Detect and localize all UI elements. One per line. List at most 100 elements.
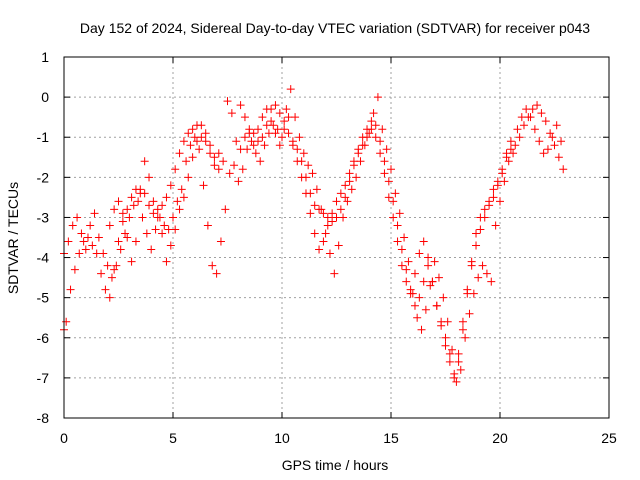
data-point-marker: [171, 225, 180, 234]
data-point-marker: [116, 245, 125, 254]
data-point-marker: [369, 109, 378, 118]
data-point-marker: [489, 185, 498, 194]
data-point-marker: [472, 229, 481, 238]
data-point-marker: [371, 121, 380, 130]
data-point-marker: [526, 113, 535, 122]
data-point-marker: [256, 157, 265, 166]
data-point-marker: [391, 189, 400, 198]
data-point-marker: [208, 261, 217, 270]
data-point-marker: [430, 257, 439, 266]
data-point-marker: [482, 269, 491, 278]
data-point-marker: [210, 153, 219, 162]
data-point-marker: [315, 245, 324, 254]
data-point-marker: [236, 101, 245, 110]
data-point-marker: [458, 325, 467, 334]
data-point-marker: [393, 221, 402, 230]
data-point-marker: [306, 209, 315, 218]
data-point-marker: [188, 125, 197, 134]
data-point-marker: [395, 209, 404, 218]
x-tick-label: 25: [601, 430, 617, 446]
data-point-marker: [127, 193, 136, 202]
data-point-marker: [365, 129, 374, 138]
data-point-marker: [380, 169, 389, 178]
data-point-marker: [97, 269, 106, 278]
data-point-marker: [177, 185, 186, 194]
data-point-marker: [280, 125, 289, 134]
data-point-marker: [282, 105, 291, 114]
data-point-marker: [75, 249, 84, 258]
data-point-marker: [179, 137, 188, 146]
data-point-marker: [445, 349, 454, 358]
data-point-marker: [454, 349, 463, 358]
data-point-marker: [121, 229, 130, 238]
data-point-marker: [378, 125, 387, 134]
data-point-marker: [269, 121, 278, 130]
data-point-marker: [472, 241, 481, 250]
data-point-marker: [548, 133, 557, 142]
data-point-marker: [280, 117, 289, 126]
data-point-marker: [212, 269, 221, 278]
data-point-marker: [343, 197, 352, 206]
y-tick-label: -7: [37, 370, 50, 386]
data-point-marker: [347, 185, 356, 194]
data-point-marker: [301, 189, 310, 198]
data-point-marker: [175, 205, 184, 214]
data-point-marker: [201, 129, 210, 138]
data-point-marker: [166, 181, 175, 190]
data-point-marker: [533, 101, 542, 110]
data-point-marker: [310, 201, 319, 210]
data-point-marker: [402, 277, 411, 286]
data-point-marker: [201, 137, 210, 146]
data-point-marker: [134, 197, 143, 206]
y-tick-label: -8: [37, 410, 50, 426]
data-point-marker: [247, 137, 256, 146]
data-point-marker: [428, 277, 437, 286]
data-point-marker: [341, 181, 350, 190]
data-point-marker: [513, 125, 522, 134]
data-point-marker: [345, 177, 354, 186]
data-point-marker: [227, 109, 236, 118]
data-point-marker: [341, 193, 350, 202]
data-point-marker: [384, 177, 393, 186]
data-point-marker: [519, 121, 528, 130]
data-point-marker: [162, 257, 171, 266]
data-point-marker: [188, 153, 197, 162]
data-point-marker: [175, 149, 184, 158]
x-tick-label: 5: [169, 430, 177, 446]
data-point-marker: [406, 289, 415, 298]
data-point-marker: [184, 129, 193, 138]
data-point-marker: [304, 161, 313, 170]
data-point-marker: [345, 169, 354, 178]
data-point-marker: [129, 201, 138, 210]
data-point-marker: [203, 221, 212, 230]
data-point-marker: [441, 341, 450, 350]
data-point-marker: [496, 197, 504, 206]
data-point-marker: [105, 293, 114, 302]
data-point-marker: [424, 261, 433, 270]
data-point-marker: [382, 145, 391, 154]
data-point-marker: [554, 153, 563, 162]
data-point-marker: [83, 233, 92, 242]
data-point-marker: [515, 133, 524, 142]
data-point-marker: [389, 197, 398, 206]
data-point-marker: [498, 165, 507, 174]
data-point-marker: [267, 117, 276, 126]
data-point-marker: [278, 133, 286, 142]
data-point-marker: [216, 237, 225, 246]
data-point-marker: [271, 129, 280, 138]
data-point-marker: [271, 101, 280, 110]
data-point-marker: [197, 133, 206, 142]
data-point-marker: [151, 225, 160, 234]
data-point-marker: [489, 193, 498, 202]
data-point-marker: [214, 149, 223, 158]
data-point-marker: [323, 221, 332, 230]
data-point-marker: [339, 213, 348, 222]
data-point-marker: [77, 229, 86, 238]
data-point-marker: [504, 157, 513, 166]
data-point-marker: [400, 233, 409, 242]
x-tick-label: 0: [60, 430, 68, 446]
data-point-marker: [384, 193, 393, 202]
data-point-marker: [245, 129, 254, 138]
data-point-marker: [480, 205, 489, 214]
data-point-marker: [469, 289, 478, 298]
